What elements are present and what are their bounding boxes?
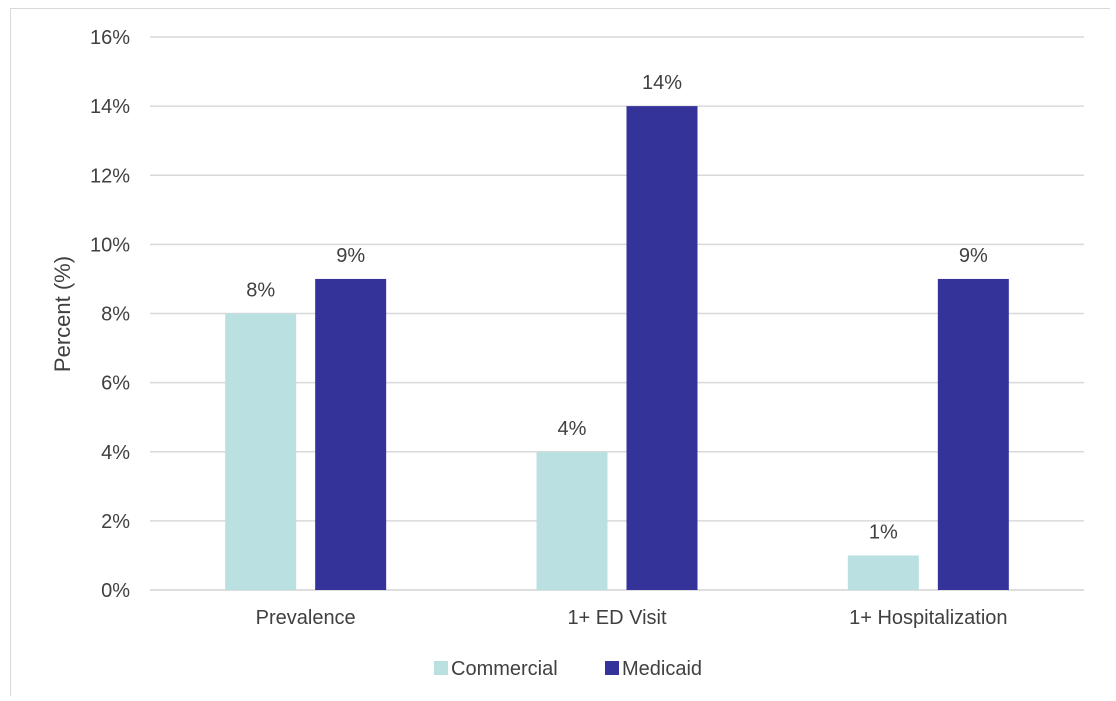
legend-label: Commercial (451, 658, 558, 680)
y-tick-label: 8% (101, 304, 130, 326)
data-label: 9% (336, 245, 365, 267)
bar-commercial-0 (225, 313, 297, 590)
x-category-label: 1+ Hospitalization (849, 607, 1007, 629)
y-tick-label: 14% (90, 96, 130, 118)
data-labels: 8% 9% 4% 14% 1% 9% (246, 72, 988, 543)
bar-medicaid-0 (315, 278, 387, 590)
data-label: 9% (959, 245, 988, 267)
legend-label: Medicaid (622, 658, 702, 680)
data-label: 4% (558, 418, 587, 440)
legend-swatch-medicaid (605, 661, 619, 675)
y-axis-title: Percent (%) (50, 256, 75, 372)
data-label: 8% (246, 280, 275, 302)
y-tick-label: 0% (101, 580, 130, 602)
legend: Commercial Medicaid (434, 658, 702, 680)
y-axis-ticks: 0% 2% 4% 6% 8% 10% 12% 14% 16% (90, 27, 130, 602)
data-label: 1% (869, 521, 898, 543)
y-tick-label: 12% (90, 165, 130, 187)
bar-medicaid-1 (626, 106, 698, 590)
x-category-label: Prevalence (256, 607, 356, 629)
y-tick-label: 16% (90, 27, 130, 49)
bar-medicaid-2 (937, 278, 1009, 590)
bars (225, 106, 1009, 590)
y-tick-label: 2% (101, 511, 130, 533)
chart-frame (10, 8, 1110, 696)
y-tick-label: 6% (101, 373, 130, 395)
bar-commercial-1 (536, 451, 608, 590)
bar-commercial-2 (847, 555, 919, 590)
gridlines (150, 36, 1084, 591)
x-category-label: 1+ ED Visit (567, 607, 667, 629)
x-axis-categories: Prevalence 1+ ED Visit 1+ Hospitalization (256, 607, 1008, 629)
data-label: 14% (642, 72, 682, 94)
y-tick-label: 4% (101, 442, 130, 464)
legend-swatch-commercial (434, 661, 448, 675)
y-tick-label: 10% (90, 234, 130, 256)
